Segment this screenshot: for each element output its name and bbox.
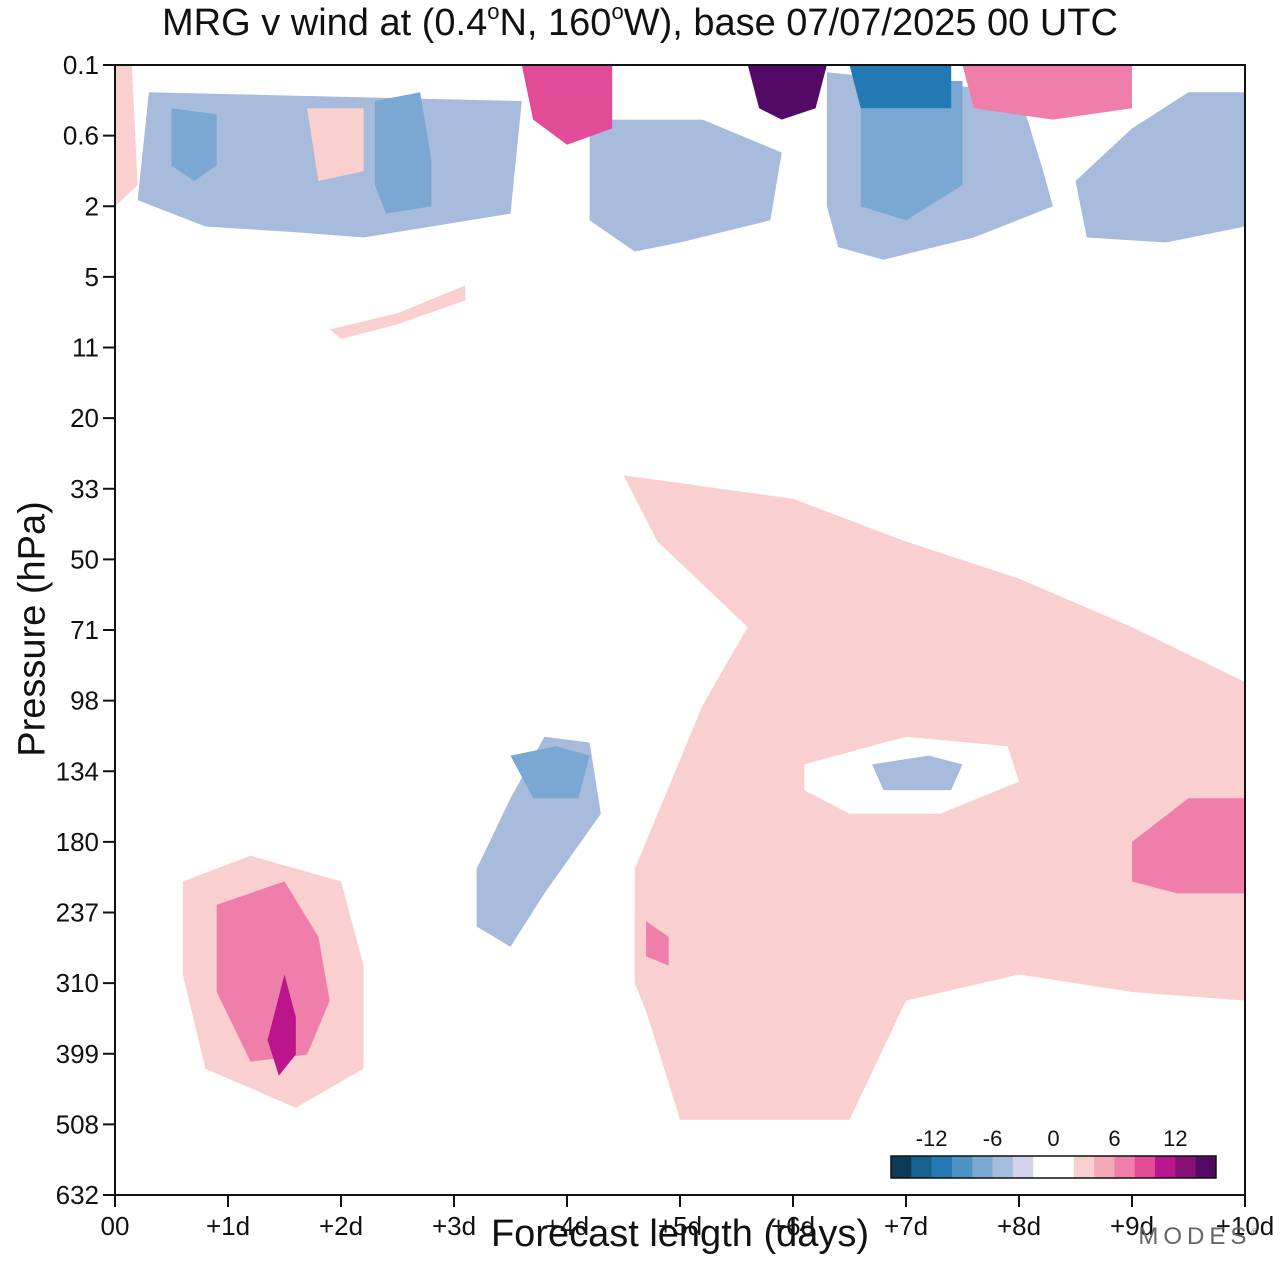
contour-region-5 <box>171 108 217 181</box>
y-axis-label: Pressure (hPa) <box>11 501 54 757</box>
x-tick-label: +8d <box>997 1211 1041 1241</box>
x-tick-label: +3d <box>432 1211 476 1241</box>
contour-region-15 <box>148 612 680 1009</box>
contour-region-12 <box>962 65 1132 120</box>
colorbar-swatch <box>1012 1156 1034 1178</box>
x-tick-label: +5d <box>658 1211 702 1241</box>
y-tick-label: 33 <box>70 474 99 504</box>
contour-region-25 <box>1132 798 1245 894</box>
colorbar: -12 -6 0 6 12 <box>890 1126 1217 1179</box>
title-mid: N, 160 <box>499 2 612 44</box>
y-tick-label: 0.6 <box>63 121 99 151</box>
contour-region-7 <box>860 81 963 221</box>
colorbar-swatch <box>992 1156 1014 1178</box>
y-axis: 0.1 0.6 2 5 11 20 33 50 71 98 134 180 237 310 399 508 63… <box>56 50 115 1210</box>
y-tick-label: 134 <box>56 756 99 786</box>
colorbar-swatch <box>1033 1156 1054 1178</box>
x-tick-label: +2d <box>319 1211 363 1241</box>
colorbar-frame <box>890 1155 1217 1179</box>
colorbar-swatch <box>951 1156 973 1178</box>
colorbar-swatch <box>1073 1156 1095 1178</box>
contour-region-10 <box>521 65 613 145</box>
logo-text: MODES <box>1138 1223 1252 1250</box>
x-axis: 00 +1d +2d +3d +4d +5d +6d +7d +8d +9d +10d <box>101 1195 1275 1241</box>
colorbar-swatch <box>931 1156 953 1178</box>
y-tick-label: 50 <box>70 544 99 574</box>
contour-region-2 <box>589 119 782 252</box>
contour-region-23 <box>646 921 669 966</box>
contour-region-8 <box>849 65 952 109</box>
colorbar-swatch <box>1094 1156 1115 1178</box>
colorbar-swatch <box>972 1156 994 1178</box>
degree-sign: o <box>487 0 500 24</box>
colorbar-tick-label: 6 <box>1108 1126 1120 1151</box>
contour-region-9 <box>307 108 364 181</box>
contour-region-4 <box>1075 92 1245 243</box>
x-tick-label: +7d <box>884 1211 928 1241</box>
contour-region-13 <box>115 65 138 207</box>
y-tick-label: 237 <box>56 898 99 928</box>
y-tick-label: 2 <box>85 191 99 221</box>
y-tick-label: 180 <box>56 827 99 857</box>
x-tick-label: 00 <box>101 1211 130 1241</box>
contour-region-11 <box>747 65 827 120</box>
contour-region-6 <box>374 92 432 214</box>
colorbar-tick-label: 12 <box>1163 1126 1187 1151</box>
colorbar-swatch <box>911 1156 933 1178</box>
contour-region-17 <box>510 746 590 799</box>
y-tick-label: 20 <box>70 403 99 433</box>
x-tick-label: +10d <box>1216 1211 1275 1241</box>
y-tick-label: 0.1 <box>63 50 99 80</box>
y-tick-label: 310 <box>56 968 99 998</box>
registered-mark: ® <box>1251 1227 1258 1237</box>
y-tick-label: 98 <box>70 686 99 716</box>
contour-region-14 <box>329 285 466 339</box>
chart-title: MRG v wind at (0.4oN, 160oW), base 07/07… <box>0 0 1280 46</box>
y-tick-label: 11 <box>72 333 99 363</box>
colorbar-swatch <box>891 1156 912 1178</box>
y-tick-label: 71 <box>70 615 99 645</box>
colorbar-swatch <box>1195 1156 1217 1178</box>
x-tick-label: +6d <box>771 1211 815 1241</box>
colorbar-swatch <box>1114 1156 1136 1178</box>
colorbar-swatch <box>1053 1156 1075 1178</box>
title-suffix: W), base 07/07/2025 00 UTC <box>623 2 1118 44</box>
y-tick-label: 632 <box>56 1180 99 1210</box>
contour-region-27 <box>872 755 963 791</box>
x-tick-label: +9d <box>1110 1211 1154 1241</box>
colorbar-swatch <box>1155 1156 1176 1178</box>
y-tick-label: 5 <box>85 262 99 292</box>
modes-logo: MODES® <box>1138 1223 1258 1251</box>
x-axis-label: Forecast length (days) <box>490 1213 870 1255</box>
degree-sign: o <box>611 0 624 24</box>
contour-region-20 <box>216 881 330 1062</box>
colorbar-swatch <box>1175 1156 1197 1178</box>
title-prefix: MRG v wind at (0.4 <box>162 2 488 44</box>
x-tick-label: +4d <box>545 1211 589 1241</box>
colorbar-tick-label: 0 <box>1047 1126 1059 1151</box>
y-tick-label: 508 <box>56 1109 99 1139</box>
contour-region-21 <box>267 974 296 1076</box>
x-tick-label: +1d <box>206 1211 250 1241</box>
y-tick-label: 399 <box>56 1039 99 1069</box>
colorbar-swatch <box>1134 1156 1156 1178</box>
colorbar-tick-label: -6 <box>983 1126 1003 1151</box>
colorbar-tick-label: -12 <box>916 1126 948 1151</box>
contour-regions <box>115 65 1245 1120</box>
